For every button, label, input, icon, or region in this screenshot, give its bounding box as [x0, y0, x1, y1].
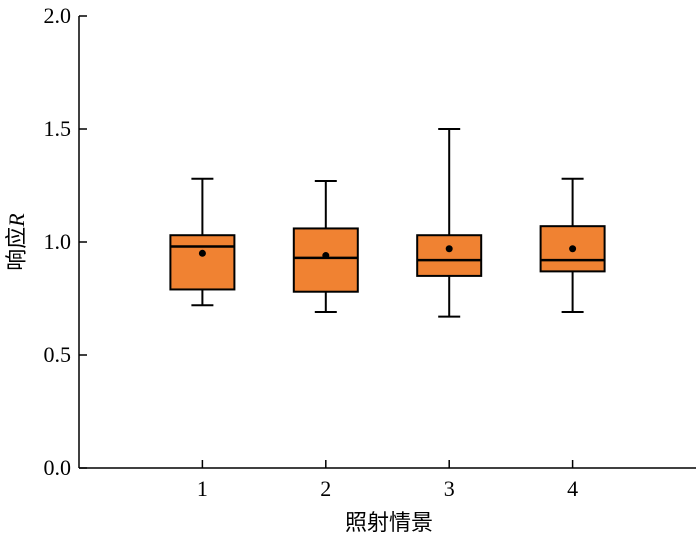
- y-ticks: 0.0 0.5 1.0 1.5 2.0: [44, 3, 87, 480]
- x-axis-title: 照射情景: [345, 511, 433, 534]
- y-tick-label: 0.0: [44, 455, 72, 480]
- boxes: [169, 128, 606, 318]
- mean-marker: [445, 245, 453, 253]
- box-group: [539, 177, 606, 314]
- y-tick-label: 1.5: [44, 116, 72, 141]
- y-tick-label: 1.0: [44, 229, 72, 254]
- box: [169, 234, 236, 291]
- x-tick-label: 4: [567, 476, 578, 501]
- box-group: [169, 177, 236, 307]
- mean-marker: [322, 252, 330, 260]
- x-tick-label: 2: [320, 476, 331, 501]
- box: [416, 234, 483, 277]
- x-tick-label: 1: [197, 476, 208, 501]
- y-tick-label: 2.0: [44, 3, 72, 28]
- y-axis-title-symbol: R: [4, 213, 29, 228]
- mean-marker: [198, 249, 206, 257]
- box-group: [416, 128, 483, 318]
- mean-marker: [569, 245, 577, 253]
- y-tick-label: 0.5: [44, 342, 72, 367]
- box-group: [292, 179, 359, 314]
- x-ticks: 1 2 3 4: [197, 460, 578, 501]
- x-tick-label: 3: [444, 476, 455, 501]
- y-axis-title-text: 响应: [5, 227, 30, 271]
- box: [292, 227, 359, 293]
- y-axis-title: 响应R: [4, 213, 30, 271]
